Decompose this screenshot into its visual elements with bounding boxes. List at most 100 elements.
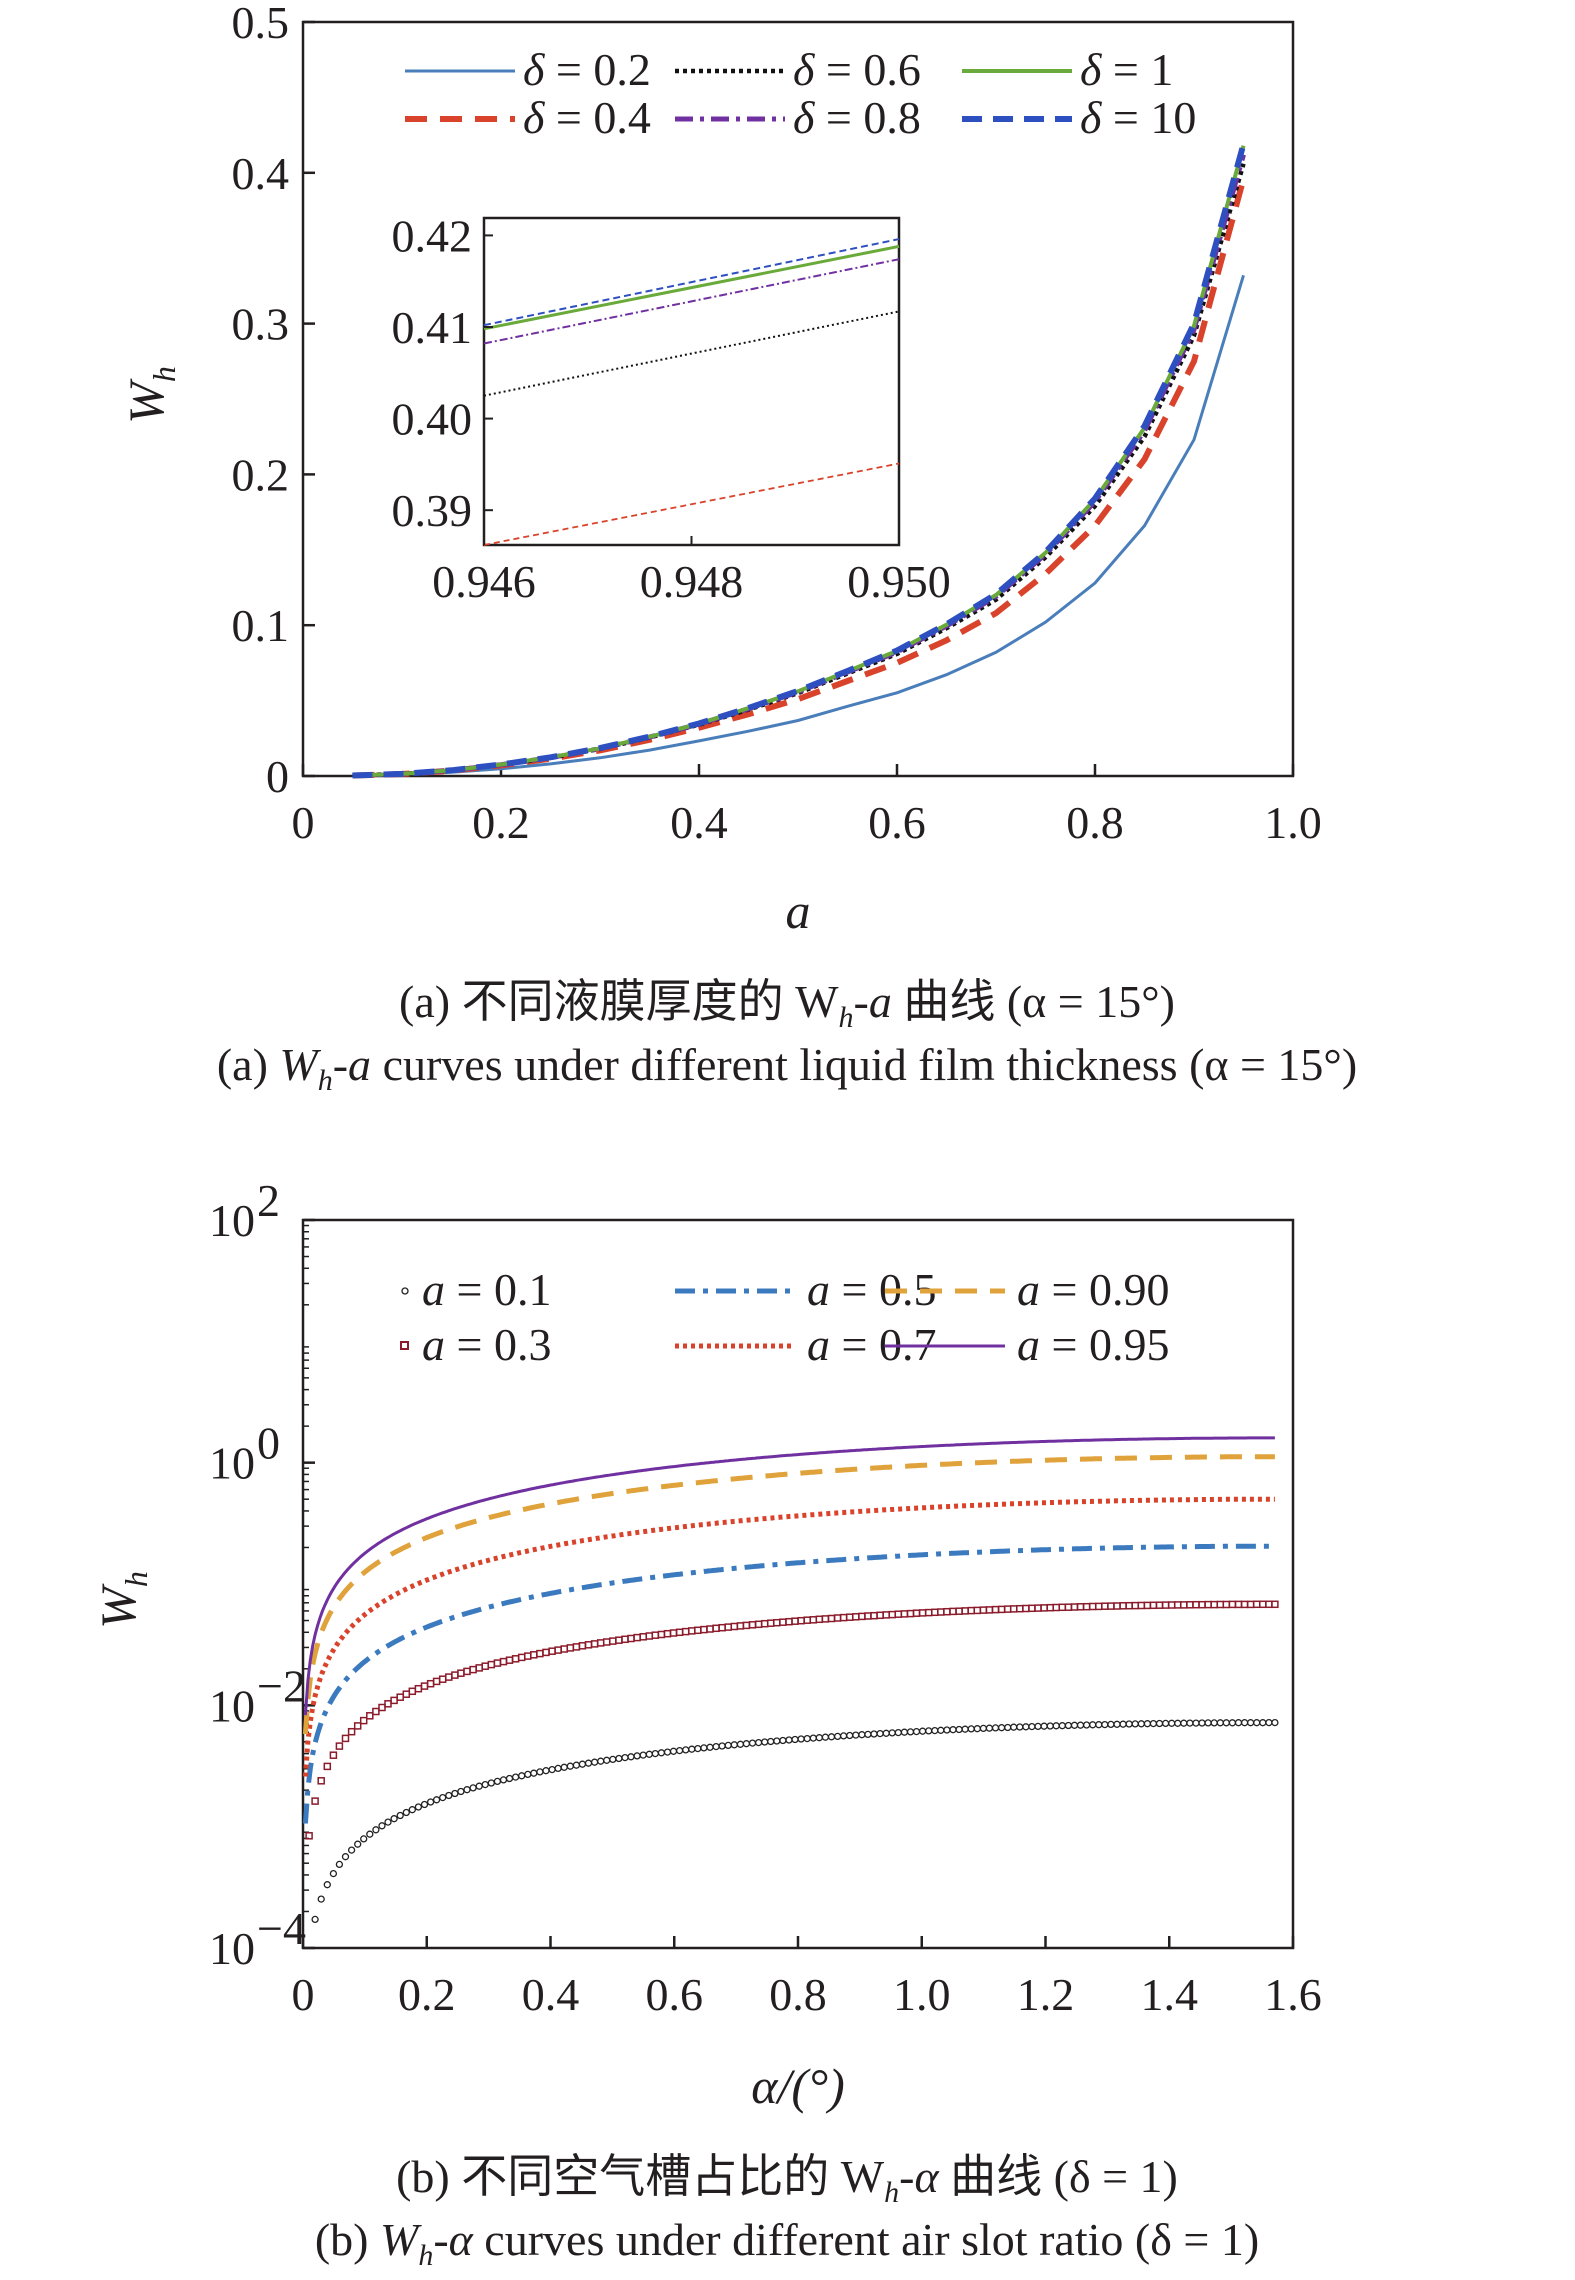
chart-b-marker-square (1034, 1604, 1042, 1612)
chart-b-marker-square (621, 1635, 629, 1644)
chart-b-marker-circle (341, 1853, 350, 1861)
chart-b-marker-circle (706, 1743, 714, 1751)
caption-b-en-pre: (b) (315, 2214, 380, 2265)
chart-b-marker-circle (876, 1729, 884, 1738)
chart-b-marker-square (985, 1606, 994, 1614)
chart-a-plot-frame (301, 20, 1295, 778)
chart-a-ytick-label: 0.3 (232, 299, 290, 350)
chart-a-caption-cn: (a) 不同液膜厚度的 Wh-a 曲线 (α = 15°) (399, 976, 1175, 1034)
chart-b-marker-square (779, 1618, 787, 1626)
chart-b-marker-square (918, 1609, 927, 1617)
caption-b-en-sub: h (418, 2239, 433, 2272)
chart-b-marker-circle (651, 1749, 659, 1758)
chart-b-marker-square (366, 1712, 374, 1720)
chart-b-marker-circle (1161, 1719, 1170, 1728)
chart-b-marker-circle (1204, 1719, 1212, 1727)
chart-b-marker-circle (967, 1725, 975, 1733)
chart-b-marker-circle (536, 1768, 544, 1776)
chart-b-marker-circle (323, 1881, 331, 1889)
chart-b-marker-circle (597, 1757, 605, 1765)
caption-a-en-tail: curves under different liquid film thick… (371, 1039, 1357, 1090)
chart-a-inset-xtick-label: 0.948 (640, 556, 744, 607)
chart-b-marker-square (445, 1673, 453, 1681)
chart-a-xlabel: a (786, 883, 811, 939)
chart-b-series-dashed (302, 1454, 1275, 1735)
chart-a-inset-frame (482, 216, 901, 547)
chart-b-marker-circle (1246, 1719, 1255, 1727)
chart-b-marker-square (384, 1700, 392, 1708)
chart-b-marker-circle (852, 1731, 860, 1739)
chart-a-xtick-label: 0.2 (472, 797, 530, 848)
chart-b-marker-circle (900, 1728, 909, 1736)
chart-b-marker-square (487, 1660, 496, 1669)
chart-a-y-ticks: 0 0.1 0.2 0.3 0.4 0.5 (232, 0, 315, 802)
chart-b-marker-square (1246, 1600, 1255, 1609)
chart-b-caption-en: (b) Wh-α curves under different air slot… (315, 2214, 1259, 2272)
chart-b-marker-circle (1228, 1719, 1237, 1727)
chart-b-marker-square (1167, 1601, 1176, 1609)
chart-b-marker-circle (372, 1826, 380, 1834)
chart-b-marker-circle (754, 1738, 763, 1747)
chart-b-marker-circle (803, 1734, 811, 1743)
chart-b-marker-square (688, 1627, 696, 1635)
chart-a-inset-xtick-label: 0.950 (847, 556, 951, 607)
chart-b-marker-circle (742, 1740, 751, 1748)
chart-b-xtick-label: 1.4 (1141, 1969, 1199, 2020)
chart-b-marker-circle (414, 1803, 423, 1811)
chart-b-marker-circle (530, 1769, 538, 1777)
chart-b-marker-circle (578, 1760, 587, 1768)
chart-b-xtick-label: 0.6 (646, 1969, 704, 2020)
chart-a-inset-line (483, 244, 900, 331)
chart-a-ytick-label: 0.5 (232, 0, 290, 48)
chart-b-marker-square (1271, 1600, 1279, 1609)
chart-b-marker-circle (858, 1731, 866, 1739)
chart-b-marker-square (706, 1625, 714, 1633)
chart-b-marker-square (402, 1690, 411, 1698)
chart-b-marker-square (785, 1617, 793, 1626)
chart-b-xlabel: α/(°) (751, 2058, 844, 2114)
chart-b-marker-circle (694, 1744, 702, 1753)
chart-b-series-circles (311, 1718, 1279, 1924)
chart-b-marker-square (681, 1627, 690, 1636)
chart-b-marker-circle (1174, 1719, 1182, 1727)
chart-b-marker-square (736, 1622, 745, 1630)
chart-b-marker-circle (925, 1727, 933, 1735)
chart-b-marker-square (615, 1636, 623, 1644)
chart-b-marker-circle (1040, 1722, 1048, 1730)
chart-b-marker-circle (657, 1749, 666, 1757)
chart-b-marker-square (815, 1615, 824, 1624)
caption-b-en-tail: curves under different air slot ratio (δ… (473, 2214, 1259, 2265)
chart-b-marker-circle (366, 1830, 374, 1838)
chart-b-marker-circle (912, 1727, 921, 1736)
chart-b-marker-circle (360, 1835, 368, 1843)
chart-a-xtick-label: 0.8 (1066, 797, 1124, 848)
chart-b-x-ticks: 0 0.2 0.4 0.6 0.8 1.0 1.2 1.4 1.6 (292, 1936, 1322, 2020)
chart-b-marker-circle (335, 1860, 344, 1869)
chart-b-marker-square (372, 1707, 380, 1716)
chart-b-marker-square (1070, 1603, 1079, 1611)
caption-b-cn-mid: -α (899, 2151, 939, 2202)
chart-b-marker-circle (1004, 1723, 1012, 1732)
chart-b-marker-circle (682, 1746, 690, 1754)
chart-b-marker-square (1216, 1600, 1225, 1609)
chart-a-ylabel-main: W (118, 378, 174, 424)
chart-b-marker-circle (1259, 1719, 1267, 1727)
chart-b-marker-circle (931, 1726, 939, 1735)
chart-b-marker-circle (1192, 1719, 1200, 1727)
chart-a-ytick-label: 0 (266, 751, 289, 802)
chart-b-marker-circle (445, 1791, 453, 1800)
chart-b-marker-square (791, 1617, 799, 1625)
chart-b-marker-square (1240, 1600, 1249, 1609)
chart-b-marker-circle (426, 1798, 435, 1806)
chart-b-marker-square (1125, 1601, 1133, 1610)
chart-b-marker-circle (1046, 1722, 1054, 1730)
chart-b-caption-cn: (b) 不同空气槽占比的 Wh-α 曲线 (δ = 1) (396, 2151, 1178, 2209)
legend-delta-symbol: δ (1080, 92, 1102, 143)
chart-a-ytick-label: 0.2 (232, 449, 290, 500)
chart-b-ytick-label: 10 (209, 1923, 255, 1974)
chart-b-marker-circle (839, 1732, 848, 1740)
chart-b-marker-circle (311, 1915, 319, 1924)
chart-b-marker-square (645, 1632, 654, 1640)
legend-a-symbol: a (422, 1319, 445, 1370)
